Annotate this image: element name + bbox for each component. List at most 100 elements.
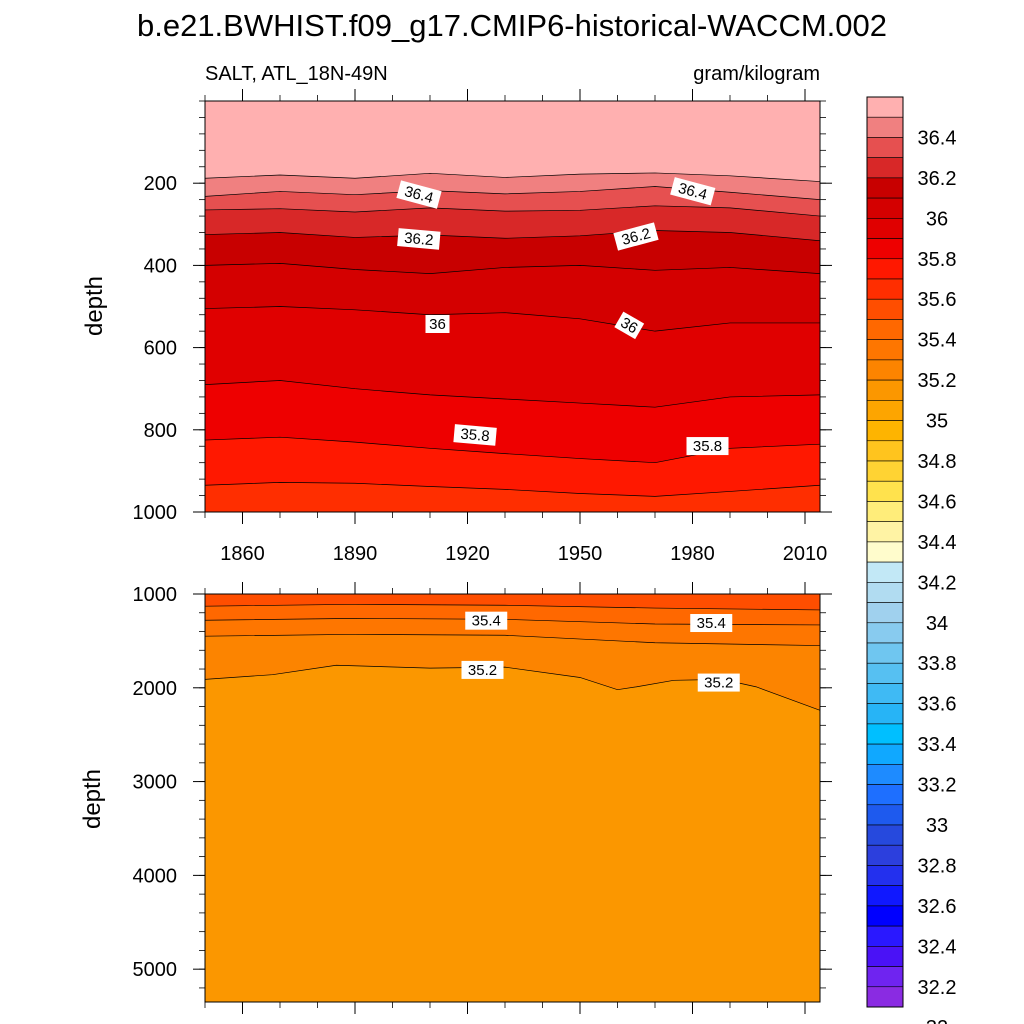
contour-line-36.2 [204, 230, 821, 242]
contour-band-35.2 [205, 665, 820, 1002]
colorbar-swatch [866, 642, 904, 664]
colorbar-swatch [866, 764, 904, 785]
colorbar-label: 32.4 [918, 936, 957, 958]
colorbar-swatch [866, 662, 904, 684]
colorbar-swatch [866, 946, 904, 967]
colorbar-label: 35.4 [918, 330, 957, 352]
colorbar-swatch [866, 885, 904, 907]
y-tick-label: 1000 [133, 584, 178, 606]
colorbar-swatch [866, 602, 904, 624]
colorbar-label: 34.6 [918, 491, 957, 513]
subtitle-left: SALT, ATL_18N-49N [205, 63, 388, 85]
contour-line-36.3 [204, 205, 821, 217]
colorbar-swatch [866, 96, 904, 118]
contour-band-35.7 [205, 482, 820, 512]
contour-label-bg [453, 424, 497, 446]
colorbar-swatch [866, 197, 904, 219]
x-tick-label: 1980 [670, 543, 715, 565]
contour-label: 35.2 [704, 675, 733, 692]
colorbar-swatch [866, 137, 904, 158]
colorbar-swatch [866, 905, 904, 927]
figure-title: b.e21.BWHIST.f09_g17.CMIP6-historical-WA… [137, 8, 887, 43]
colorbar-swatch [866, 440, 904, 462]
colorbar-swatch [866, 501, 904, 522]
contour-line-35.7 [204, 482, 821, 497]
colorbar-label: 34.2 [918, 572, 957, 594]
colorbar-swatch [866, 844, 904, 866]
contour-label: 35.8 [693, 438, 722, 455]
x-tick-label: 1920 [445, 543, 490, 565]
colorbar-swatch [866, 319, 904, 340]
upper-plot-area: 36.4 36.4 36.2 36.2 36 36 35.8 35.8 200 400 600 800… [133, 89, 832, 565]
colorbar-swatch [866, 703, 904, 725]
colorbar-frame [866, 96, 904, 1008]
colorbar-swatch [866, 925, 904, 947]
colorbar-label: 33.8 [918, 653, 957, 675]
contour-label-group: 35.4 [690, 614, 733, 633]
contour-line-36.1 [204, 262, 821, 274]
colorbar-label: 36.2 [918, 168, 957, 190]
colorbar-swatch [866, 278, 904, 300]
lower-plot-area: 35.4 35.4 35.2 35.2 1000 2000 3000 4000 5000 [133, 582, 832, 1014]
y-tick-label: 3000 [133, 772, 178, 794]
contour-label-bg [670, 177, 716, 206]
colorbar-swatch [866, 561, 904, 583]
contour-label-bg [461, 660, 504, 679]
contour-label-bg [613, 222, 659, 251]
contour-label: 36 [618, 314, 641, 337]
colorbar-swatch [866, 521, 904, 543]
colorbar-label: 34.4 [918, 532, 957, 554]
colorbar-swatch [866, 743, 904, 765]
colorbar-label: 36 [926, 208, 948, 230]
colorbar-swatch [866, 157, 904, 179]
subtitle-right: gram/kilogram [693, 63, 820, 85]
contour-line-36 [204, 306, 820, 332]
colorbar-swatch [866, 238, 904, 260]
colorbar-swatch [866, 582, 904, 603]
y-tick-label: 4000 [133, 865, 178, 887]
contour-label-group: 35.8 [453, 424, 497, 446]
contour-label-bg [425, 314, 450, 333]
colorbar-swatch [866, 784, 904, 806]
y-tick-label: 400 [144, 255, 177, 277]
contour-label: 36.2 [620, 225, 653, 249]
colorbar-swatch [866, 379, 904, 401]
contour-label-group: 35.2 [697, 673, 740, 692]
colorbar-label: 35.8 [918, 249, 957, 271]
x-tick-label: 1890 [333, 543, 378, 565]
contour-label-bg [397, 228, 441, 250]
contour-label-group: 36.2 [397, 228, 441, 250]
colorbar-swatch [866, 966, 904, 988]
colorbar-label: 34 [926, 613, 948, 635]
colorbar-label: 32 [926, 1017, 948, 1024]
colorbar-swatch [866, 723, 904, 745]
contour-label: 36.4 [403, 183, 436, 207]
colorbar-label: 36.4 [918, 127, 957, 149]
contour-label: 36.2 [404, 230, 435, 249]
colorbar-swatch [866, 420, 904, 442]
colorbar-label: 33.6 [918, 694, 957, 716]
colorbar-label: 35.6 [918, 289, 957, 311]
colorbar-swatch [866, 460, 904, 482]
contour-label-bg [697, 673, 740, 692]
contour-label-group: 36.2 [613, 222, 659, 251]
contour-label: 35.4 [697, 615, 726, 632]
contour-label-bg [690, 614, 733, 633]
colorbar-swatch [866, 480, 904, 502]
y-tick-label: 800 [144, 420, 177, 442]
colorbar-swatch [866, 986, 904, 1008]
colorbar-swatch [866, 622, 904, 644]
contour-label: 36.4 [676, 180, 709, 204]
upper-panel: SALT, ATL_18N-49N gram/kilogram 36.4 36.4… [81, 63, 832, 565]
contour-line-35.9 [204, 380, 821, 408]
contour-label-group: 36.4 [396, 180, 442, 209]
colorbar-swatch [866, 824, 904, 846]
contour-line-35.3 [204, 633, 821, 646]
lower-y-axis-label: depth [79, 769, 106, 829]
colorbar-swatch [866, 177, 904, 199]
contour-label-group: 36.4 [670, 177, 716, 206]
colorbar-swatch [866, 865, 904, 886]
contour-label-group: 35.8 [686, 437, 729, 456]
colorbar-label: 33 [926, 815, 948, 837]
